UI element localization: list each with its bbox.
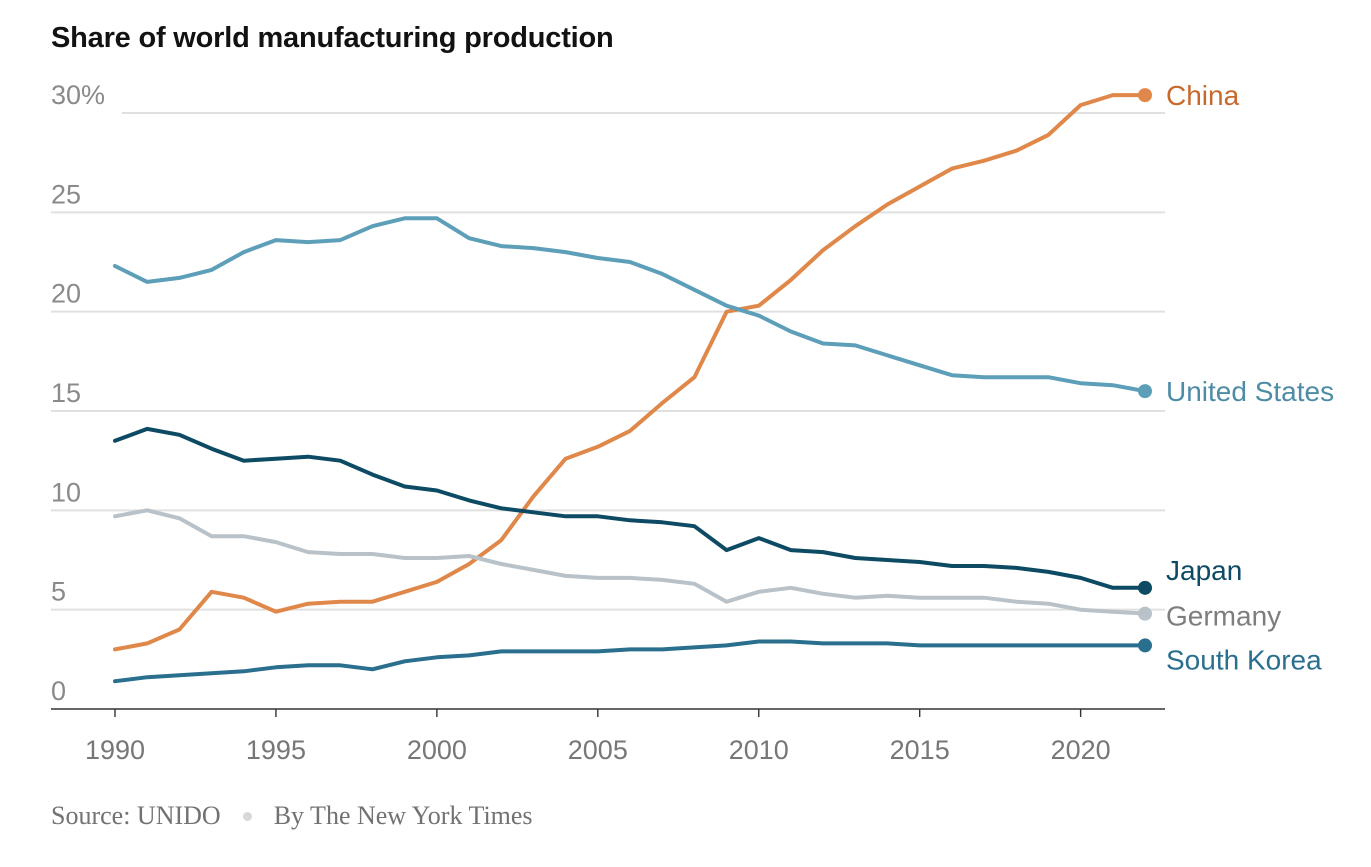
series-end-marker-china [1138, 88, 1152, 103]
y-tick-label-0: 0 [51, 676, 66, 706]
series-end-marker-south-korea [1138, 638, 1152, 653]
y-tick-label-30: 30% [51, 80, 105, 110]
x-tick-label-2020: 2020 [1051, 735, 1111, 765]
y-tick-label-5: 5 [51, 577, 66, 607]
series-end-marker-germany [1138, 606, 1152, 621]
x-axis: 1990 1995 2000 2005 2010 2015 2020 [51, 708, 1165, 765]
series-line-germany [113, 508, 1147, 616]
x-tick-label-1990: 1990 [85, 735, 145, 765]
source-note: Source: UNIDO [51, 801, 221, 830]
x-tick-label-2005: 2005 [568, 735, 628, 765]
series-line-japan [113, 426, 1147, 590]
y-tick-label-10: 10 [51, 477, 81, 507]
y-axis-ticks: 0 5 10 15 20 25 30% [51, 80, 105, 706]
series-labels: China United States Japan Germany South Kore… [1166, 80, 1334, 675]
y-tick-label-15: 15 [51, 378, 81, 408]
series-label-germany: Germany [1166, 601, 1281, 632]
series-label-china: China [1166, 80, 1240, 111]
series-label-south-korea: South Korea [1166, 644, 1322, 675]
series-line-south-korea [113, 639, 1147, 684]
y-tick-label-25: 25 [51, 179, 81, 209]
series-line-china [113, 93, 1147, 652]
series-lines [113, 88, 1152, 684]
series-end-marker-japan [1138, 580, 1152, 595]
x-tick-label-2015: 2015 [890, 735, 950, 765]
x-tick-label-2010: 2010 [729, 735, 789, 765]
series-end-marker-united-states [1138, 384, 1152, 399]
x-tick-label-2000: 2000 [407, 735, 467, 765]
series-line-united-states [113, 216, 1147, 394]
footer: Source: UNIDO By The New York Times [51, 801, 533, 831]
x-tick-label-1995: 1995 [246, 735, 306, 765]
chart-title: Share of world manufacturing production [51, 22, 614, 54]
byline: By The New York Times [273, 801, 533, 830]
y-tick-label-20: 20 [51, 279, 81, 309]
series-label-japan: Japan [1166, 555, 1242, 586]
gridlines [51, 112, 1165, 611]
separator-dot [242, 811, 252, 821]
series-label-united-states: United States [1166, 376, 1334, 407]
